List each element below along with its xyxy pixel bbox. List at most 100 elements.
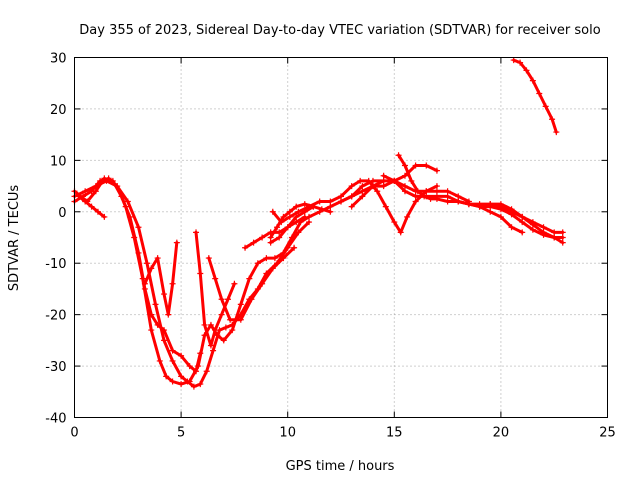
data-point [286,213,293,220]
series-markers-sat-track-1 [71,175,387,388]
series-markers-sat-track-18 [510,57,560,136]
data-point [414,188,421,195]
series-line-sat-track-13 [350,179,471,209]
data-point [536,90,543,97]
y-tick-label: -30 [45,360,66,375]
data-point [487,203,494,210]
data-point [559,229,566,236]
data-point [519,213,526,220]
data-point [291,244,298,251]
series-line-sat-track-3 [73,176,202,373]
series-line-sat-track-7 [207,246,296,322]
data-point [109,177,116,184]
data-point [154,321,161,328]
y-tick-label: -20 [45,309,66,324]
data-point [408,177,415,184]
data-point [269,208,276,215]
data-point [508,224,515,231]
data-point [190,383,197,390]
data-point [92,188,99,195]
data-point [152,301,159,308]
data-point [423,188,430,195]
data-point [508,211,515,218]
grid [74,57,608,418]
data-point [374,188,381,195]
data-point [178,381,185,388]
data-point [161,337,168,344]
data-point [101,175,108,182]
data-point [476,203,483,210]
data-point [186,363,193,370]
data-point [465,201,472,208]
data-point [455,198,462,205]
data-point [433,188,440,195]
data-point [529,226,536,233]
data-point [523,67,530,74]
y-tick-label: 20 [50,103,67,118]
data-point [205,255,212,262]
data-point [286,208,293,215]
data-point [348,183,355,190]
data-point [169,347,176,354]
data-point [391,219,398,226]
data-point [154,255,161,262]
data-point [444,198,451,205]
data-point [497,206,504,213]
data-point [276,234,283,241]
series-markers-sat-track-10 [267,201,334,241]
data-point [433,167,440,174]
data-point [549,116,556,123]
data-point [280,255,287,262]
series-line-sat-track-1 [73,176,386,386]
data-point [231,280,238,287]
data-point [359,183,366,190]
data-point [163,373,170,380]
data-point [259,280,266,287]
data-point [348,203,355,210]
data-point [357,177,364,184]
data-point [225,296,232,303]
data-point [421,193,428,200]
data-point [229,321,236,328]
data-point [169,378,176,385]
series-line-sat-track-18 [512,58,558,134]
data-point [197,270,204,277]
series-markers-sat-track-11 [269,177,440,236]
data-point [169,280,176,287]
data-point [487,208,494,215]
data-point [401,183,408,190]
data-point [267,239,274,246]
data-point [263,255,270,262]
data-point [210,347,217,354]
series-markers-sat-track-7 [205,244,298,323]
data-point [423,162,430,169]
data-point [212,275,219,282]
data-point [148,327,155,334]
data-point [165,311,172,318]
data-point [412,162,419,169]
data-point [250,239,257,246]
data-point [193,368,200,375]
data-point [444,188,451,195]
data-point [293,213,300,220]
data-point [178,352,185,359]
data-point [229,327,236,334]
data-point [433,195,440,202]
data-point [222,324,229,331]
data-point [427,195,434,202]
y-tick-label: 10 [50,154,67,169]
data-point [359,188,366,195]
data-point [94,208,101,215]
data-point [135,249,142,256]
data-point [178,373,185,380]
plot-frame [74,57,608,418]
x-axis-label: GPS time / hours [286,459,395,474]
data-point [348,193,355,200]
data-point [193,229,200,236]
data-point [395,152,402,159]
data-point [559,239,566,246]
data-point [444,193,451,200]
data-point [519,219,526,226]
data-point [391,177,398,184]
